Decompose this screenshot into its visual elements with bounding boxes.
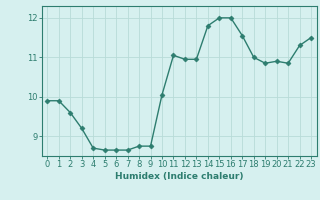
X-axis label: Humidex (Indice chaleur): Humidex (Indice chaleur) (115, 172, 244, 181)
